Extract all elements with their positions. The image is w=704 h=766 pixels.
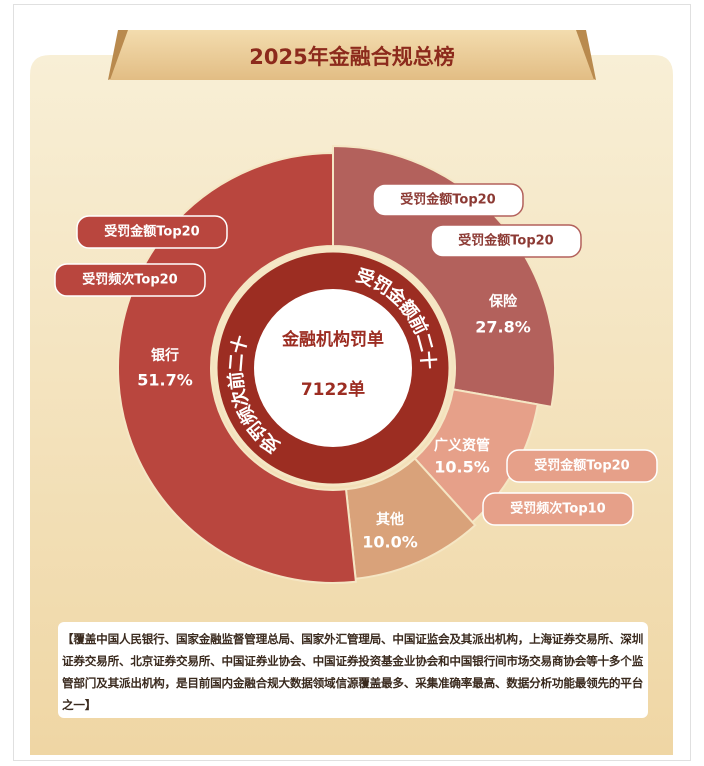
slice-value: 51.7%: [137, 371, 193, 390]
tag-label: 受罚频次Top20: [82, 272, 177, 288]
slice-label: 银行: [151, 347, 179, 364]
tag-label: 受罚金额Top20: [400, 192, 495, 208]
tag-label: 受罚金额Top20: [104, 224, 199, 240]
tag-pill: [430, 224, 582, 258]
tag-label: 受罚金额Top20: [458, 233, 553, 249]
tag-pill: [76, 215, 228, 249]
slice-value: 10.0%: [362, 533, 418, 552]
tag-label: 受罚频次Top10: [510, 501, 605, 517]
tag-label: 受罚金额Top20: [534, 458, 629, 474]
slice-label: 其他: [376, 511, 404, 528]
slice-value: 27.8%: [475, 318, 531, 337]
title: 2025年金融合规总榜: [249, 45, 454, 69]
tag-pill: [54, 263, 206, 297]
slice-label: 广义资管: [434, 437, 490, 454]
center-title: 金融机构罚单: [281, 329, 384, 350]
slice: [117, 151, 358, 584]
center-value: 7122单: [301, 379, 365, 400]
ribbon: [110, 30, 594, 80]
slice-value: 10.5%: [434, 458, 490, 477]
tag-pill: [506, 449, 658, 483]
tag-pill: [482, 492, 634, 526]
tag-pill: [372, 183, 524, 217]
center: [254, 289, 412, 447]
slice-label: 保险: [488, 293, 518, 310]
footnote: 【覆盖中国人民银行、国家金融监督管理总局、国家外汇管理局、中国证监会及其派出机构…: [62, 632, 644, 712]
footnote-box: [58, 622, 648, 718]
